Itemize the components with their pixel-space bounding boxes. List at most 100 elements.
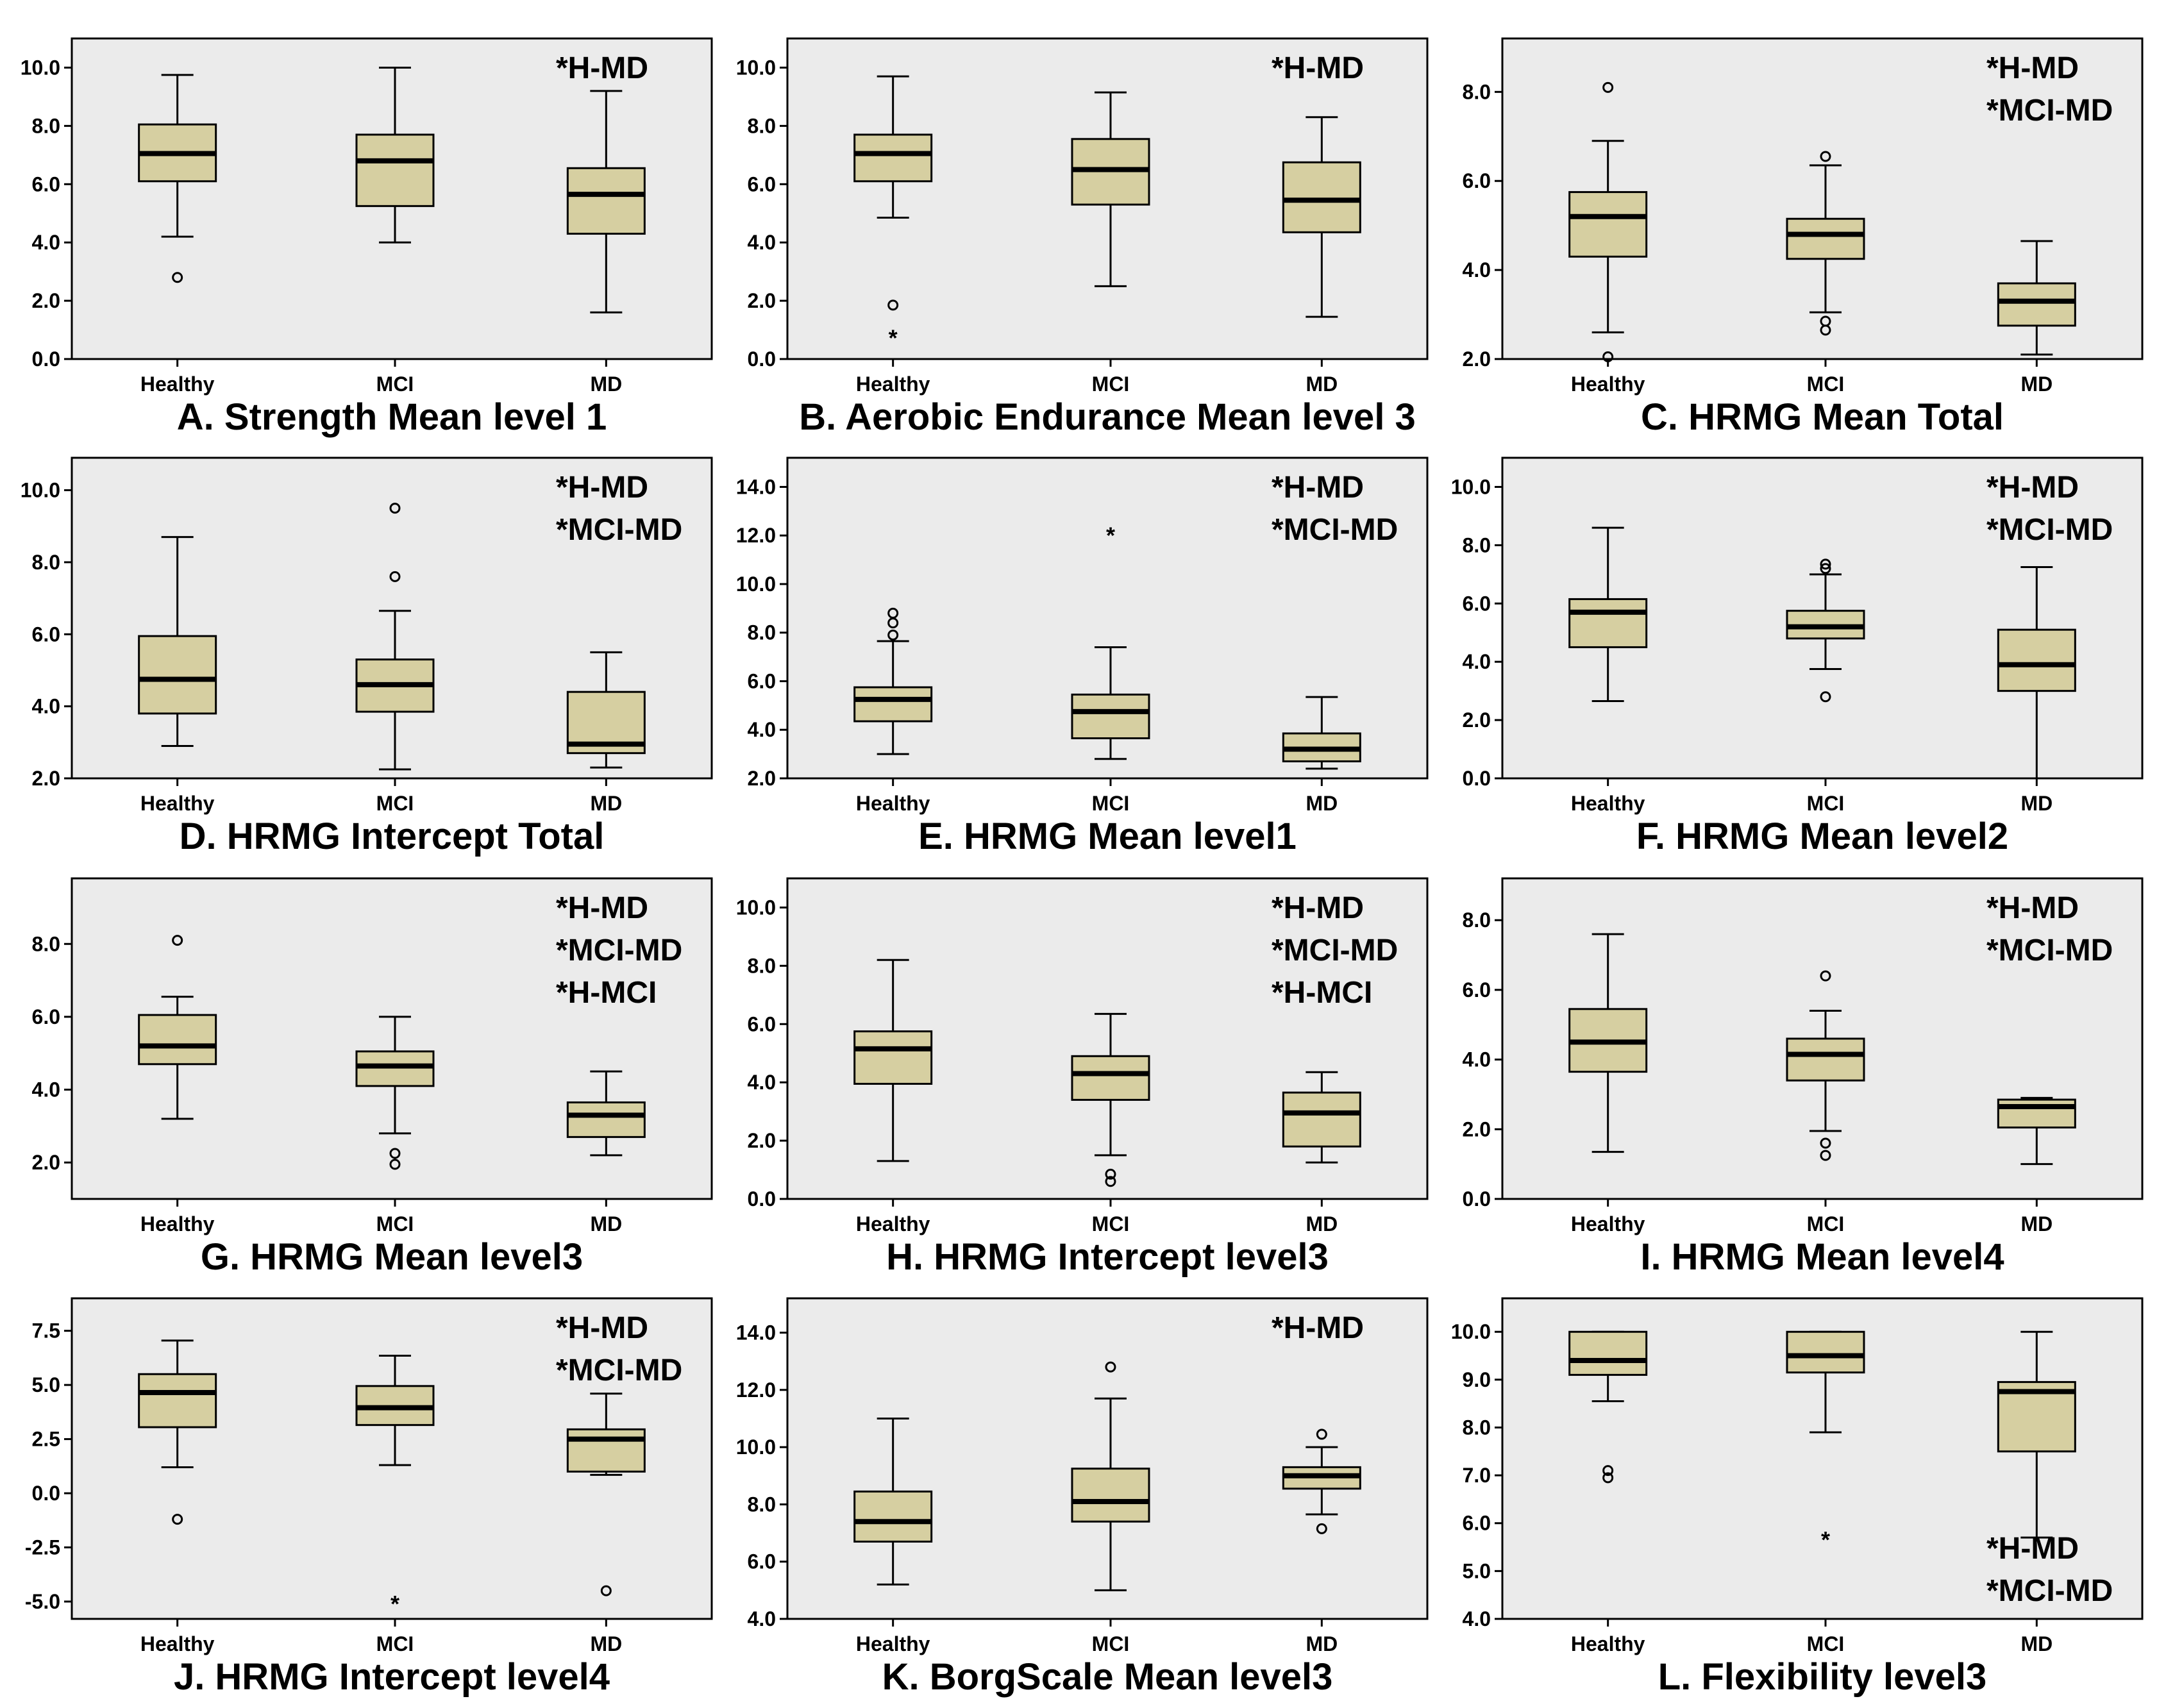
iqr-box (1071, 1055, 1150, 1101)
chart-panel-11: 4.0 6.0 8.0 10.0 12.0 14.0 Healthy MCI MD *H-MD K.… (736, 1297, 1429, 1698)
x-category-label: MCI (1092, 373, 1130, 396)
iqr-box (355, 133, 435, 207)
y-tick-label: 8.0 (32, 551, 60, 574)
chart-panel-12: 4.0 5.0 6.0 7.0 8.0 9.0 10.0 Healthy MCI MD * *H-MD… (1451, 1297, 2144, 1698)
y-tick-label: 10.0 (1451, 475, 1491, 498)
y-tick-label: 4.0 (32, 1078, 60, 1101)
significance-annotation: *H-MD (1272, 51, 1364, 85)
y-tick-label: 4.0 (1463, 258, 1491, 281)
box-md (1997, 565, 2076, 780)
y-tick-label: 7.5 (32, 1319, 60, 1343)
y-tick-label: 10.0 (736, 573, 776, 596)
iqr-box (1568, 1330, 1648, 1376)
y-tick-label: 4.0 (748, 231, 776, 254)
y-tick-label: 8.0 (1463, 908, 1491, 932)
box-md (1282, 1446, 1361, 1516)
y-tick-label: 2.0 (748, 1129, 776, 1152)
y-tick-label: 2.0 (1463, 1118, 1491, 1141)
box-healthy (138, 1339, 217, 1469)
x-category-label: MCI (1092, 792, 1130, 815)
box-healthy (853, 640, 933, 755)
box-md (1282, 696, 1361, 770)
x-category-label: Healthy (1571, 1212, 1645, 1235)
x-category-label: MD (1305, 792, 1338, 815)
y-tick-label: 14.0 (736, 1321, 776, 1344)
x-category-label: MCI (1807, 373, 1845, 396)
y-tick-label: 4.0 (32, 231, 60, 254)
y-tick-label: 8.0 (1463, 1416, 1491, 1439)
significance-annotation: *MCI-MD (556, 934, 682, 967)
outlier-marker (1105, 1168, 1116, 1180)
y-tick-label: 8.0 (748, 621, 776, 644)
x-category-label: Healthy (140, 792, 215, 815)
box-mci (1786, 1010, 1865, 1132)
y-tick-label: 0.0 (748, 347, 776, 371)
box-healthy (1568, 140, 1648, 333)
box-mci (355, 1016, 435, 1135)
significance-annotation: *H-MD (1272, 891, 1364, 925)
iqr-box (566, 1428, 646, 1473)
y-tick-label: 10.0 (21, 56, 60, 79)
y-tick-label: 6.0 (32, 172, 60, 196)
x-category-label: MD (2020, 1212, 2053, 1235)
x-category-label: MCI (376, 373, 414, 396)
chart-panel-3: 2.0 4.0 6.0 8.0 Healthy MCI MD *H-MD *MCI-MD C. H… (1463, 37, 2144, 438)
chart-title: H. HRMG Intercept level3 (886, 1236, 1329, 1278)
outlier-marker (1820, 1150, 1831, 1161)
iqr-box (1071, 693, 1150, 740)
box-healthy (853, 75, 933, 219)
y-tick-label: 4.0 (748, 1607, 776, 1630)
box-md (1282, 1071, 1361, 1164)
y-tick-label: 10.0 (736, 1436, 776, 1459)
chart-panel-7: 2.0 4.0 6.0 8.0 Healthy MCI MD *H-MD *MCI-MD *H-M… (32, 877, 713, 1278)
chart-title: G. HRMG Mean level3 (201, 1236, 583, 1278)
significance-annotation: *H-MCI (1272, 976, 1372, 1010)
chart-panel-2: 0.0 2.0 4.0 6.0 8.0 10.0 Healthy MCI MD * *H-MD B. … (736, 37, 1429, 438)
box-healthy (138, 536, 217, 747)
chart-title: D. HRMG Intercept Total (180, 816, 605, 857)
box-mci (355, 66, 435, 244)
significance-annotation: *H-MCI (556, 976, 657, 1010)
y-tick-label: 6.0 (748, 669, 776, 692)
chart-panel-8: 0.0 2.0 4.0 6.0 8.0 10.0 Healthy MCI MD *H-MD *MCI… (736, 877, 1429, 1278)
chart-title: E. HRMG Mean level1 (918, 816, 1297, 857)
box-mci (1071, 1397, 1150, 1591)
significance-annotation: *H-MD (556, 471, 648, 505)
x-category-label: Healthy (140, 1632, 215, 1655)
chart-panel-4: 2.0 4.0 6.0 8.0 10.0 Healthy MCI MD *H-MD *MCI-MD… (21, 456, 713, 857)
outlier-marker (389, 571, 401, 582)
x-category-label: Healthy (856, 1212, 930, 1235)
y-tick-label: 8.0 (32, 114, 60, 137)
y-tick-label: 8.0 (1463, 80, 1491, 103)
outlier-marker (1105, 1176, 1116, 1187)
y-tick-label: -5.0 (25, 1590, 60, 1613)
x-category-label: MCI (376, 792, 414, 815)
iqr-box (1997, 282, 2076, 327)
x-category-label: MD (2020, 1632, 2053, 1655)
outlier-marker (1316, 1428, 1327, 1440)
y-tick-label: 2.0 (1463, 708, 1491, 732)
x-category-label: MD (1305, 373, 1338, 396)
box-mci (1786, 164, 1865, 314)
significance-annotation: *H-MD (1986, 1532, 2079, 1566)
significance-annotation: *MCI-MD (556, 1353, 682, 1387)
y-tick-label: 4.0 (1463, 650, 1491, 673)
y-tick-label: 2.0 (32, 289, 60, 312)
significance-annotation: *MCI-MD (1986, 1574, 2113, 1608)
y-tick-label: 6.0 (1463, 1512, 1491, 1535)
y-tick-label: 0.0 (1463, 1187, 1491, 1210)
x-category-label: MD (1305, 1212, 1338, 1235)
y-tick-label: 0.0 (32, 347, 60, 371)
y-tick-label: 6.0 (1463, 169, 1491, 192)
x-category-label: MD (2020, 373, 2053, 396)
box-md (1282, 116, 1361, 318)
iqr-box (853, 1490, 933, 1543)
outlier-marker (600, 1585, 612, 1596)
box-mci (1071, 91, 1150, 287)
x-category-label: Healthy (1571, 792, 1645, 815)
y-tick-label: 8.0 (748, 1493, 776, 1516)
significance-annotation: *H-MD (1272, 471, 1364, 505)
outlier-marker (1602, 81, 1614, 93)
plot-area (786, 1297, 1429, 1620)
extreme-outlier-marker: * (1106, 522, 1115, 548)
